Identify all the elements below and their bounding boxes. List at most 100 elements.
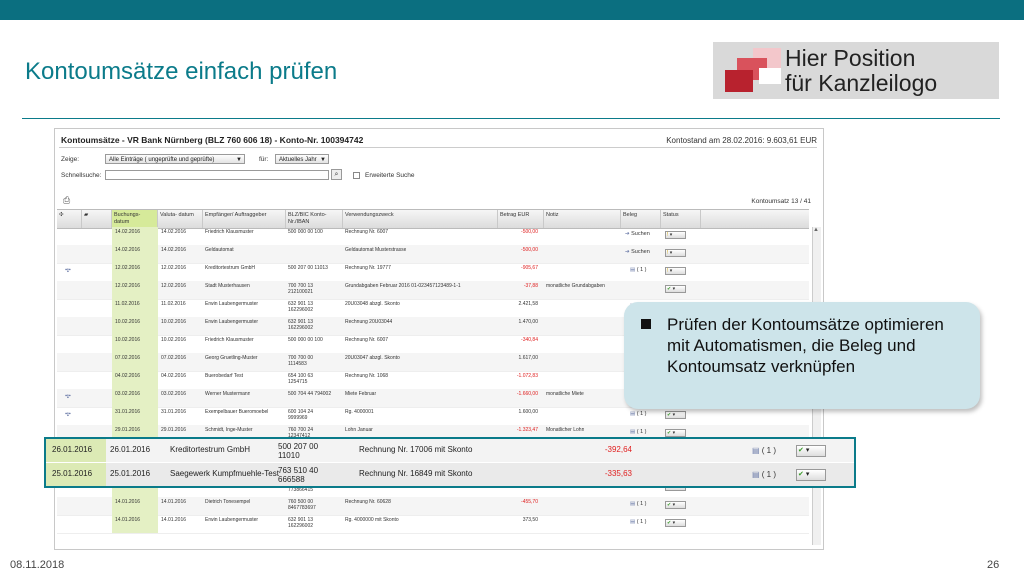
empfaenger: Schmidt, Inge-Muster bbox=[205, 427, 253, 433]
table-row[interactable]: 14.01.2016 14.01.2016 Dietrich Tonesempel 7… bbox=[57, 497, 809, 516]
betrag: 2.421,58 bbox=[518, 301, 538, 307]
blz-konto: 763 510 40 666588 bbox=[278, 466, 319, 484]
status-dropdown[interactable]: ✔ ▾ bbox=[665, 285, 686, 293]
zeige-select[interactable]: Alle Einträge ( ungeprüfte und geprüfte)… bbox=[105, 154, 245, 164]
page-number: 26 bbox=[987, 559, 1000, 571]
zeige-value: Alle Einträge ( ungeprüfte und geprüfte) bbox=[109, 157, 215, 163]
status-dropdown[interactable]: ✔ ▾ bbox=[665, 501, 686, 509]
beleg-link[interactable]: ▤ ( 1 ) bbox=[630, 519, 647, 525]
highlighted-row[interactable]: 26.01.2016 26.01.2016 Kreditortestrum Gm… bbox=[46, 439, 854, 462]
beleg-link[interactable]: ▤ ( 1 ) bbox=[752, 470, 776, 479]
check-icon: ✔ bbox=[667, 286, 672, 292]
col-notiz[interactable]: Notiz bbox=[544, 210, 621, 228]
status-dropdown[interactable]: ! ▾ bbox=[665, 249, 686, 257]
chevron-down-icon: ▼ bbox=[236, 157, 242, 163]
beleg-link[interactable]: ▤ ( 1 ) bbox=[630, 411, 647, 417]
chevron-down-icon: ▾ bbox=[805, 471, 810, 478]
document-icon: ▤ bbox=[630, 519, 637, 525]
beleg-search-link[interactable]: ➔ Suchen bbox=[625, 231, 650, 237]
empfaenger: Kreditortestrum GmbH bbox=[170, 445, 251, 454]
table-row[interactable]: 07.02.2016 07.02.2016 Georg Gruetling-Must… bbox=[57, 353, 809, 372]
blz-konto: 760 700 24 12347412 bbox=[288, 427, 314, 439]
col-filter-icon[interactable]: ✣ bbox=[57, 210, 82, 228]
beleg-link[interactable]: ▤ ( 1 ) bbox=[630, 267, 647, 273]
col-beleg[interactable]: Beleg bbox=[621, 210, 661, 228]
table-row[interactable]: 14.01.2016 14.01.2016 Erwin Laubengermuste… bbox=[57, 515, 809, 534]
document-icon: ▤ bbox=[752, 470, 760, 479]
chevron-down-icon: ▾ bbox=[671, 412, 676, 418]
search-button[interactable]: ⌕ bbox=[331, 169, 342, 180]
col-buchungsdatum[interactable]: Buchungs- datum bbox=[112, 210, 158, 228]
status-dropdown[interactable]: ✔ ▾ bbox=[665, 519, 686, 527]
beleg-search-link[interactable]: ➔ Suchen bbox=[625, 249, 650, 255]
document-icon: ▤ bbox=[630, 501, 637, 507]
col-betrag[interactable]: Betrag EUR bbox=[498, 210, 544, 228]
col-zweck[interactable]: Verwendungszweck bbox=[343, 210, 498, 228]
buchungsdatum-cell-bg bbox=[112, 353, 158, 371]
beleg-link[interactable]: ▤ ( 1 ) bbox=[630, 429, 647, 435]
table-row[interactable]: ✣ 31.01.2016 31.01.2016 Exempelbauer Buerom… bbox=[57, 407, 809, 426]
status-dropdown[interactable]: ✔ ▾ bbox=[665, 429, 686, 437]
betrag: -340,84 bbox=[521, 337, 538, 343]
buchungsdatum: 26.01.2016 bbox=[52, 445, 93, 454]
col-status[interactable]: Status bbox=[661, 210, 701, 228]
table-row[interactable]: 14.02.2016 14.02.2016 Geldautomat Geldautom… bbox=[57, 245, 809, 264]
status-dropdown[interactable]: ! ▾ bbox=[665, 231, 686, 239]
betrag: 373,50 bbox=[522, 517, 538, 523]
split-icon[interactable]: ✣ bbox=[65, 412, 71, 418]
empfaenger: Dietrich Tonesempel bbox=[205, 499, 251, 505]
entry-counter: Kontoumsatz 13 / 41 bbox=[751, 198, 811, 205]
buchungsdatum: 11.02.2016 bbox=[115, 301, 140, 307]
header-divider bbox=[59, 147, 817, 148]
buchungsdatum: 29.01.2016 bbox=[115, 427, 141, 433]
buchungsdatum-cell-bg bbox=[112, 335, 158, 353]
empfaenger: Buerobedarf Test bbox=[205, 373, 243, 379]
status-dropdown[interactable]: ✔ ▾ bbox=[796, 445, 826, 457]
empfaenger: Werner Mustermann bbox=[205, 391, 251, 397]
table-row[interactable]: 14.02.2016 14.02.2016 Friedrich Klausmuste… bbox=[57, 227, 809, 246]
table-row[interactable]: ✣ 03.02.2016 03.02.2016 Werner Mustermann 50… bbox=[57, 389, 809, 408]
scroll-up-icon[interactable]: ▲ bbox=[813, 227, 819, 233]
valutadatum: 10.02.2016 bbox=[161, 319, 187, 325]
empfaenger: Geldautomat bbox=[205, 247, 234, 253]
split-icon[interactable]: ✣ bbox=[65, 268, 71, 274]
blz-konto: 632 901 13 162296002 bbox=[288, 319, 314, 331]
buchungsdatum-cell-bg bbox=[112, 299, 158, 317]
schnellsuche-input[interactable] bbox=[105, 170, 329, 180]
valutadatum: 10.02.2016 bbox=[161, 337, 187, 343]
verwendungszweck: Rg. 4000001 bbox=[345, 409, 374, 415]
table-row[interactable]: 10.02.2016 10.02.2016 Erwin Laubengermuste… bbox=[57, 317, 809, 336]
fuer-value: Aktuelles Jahr bbox=[279, 157, 317, 163]
schnellsuche-label: Schnellsuche: bbox=[61, 172, 102, 179]
beleg-text: ( 1 ) bbox=[636, 501, 647, 507]
table-row[interactable]: 12.02.2016 12.02.2016 Stadt Musterhausen 70… bbox=[57, 281, 809, 300]
verwendungszweck: Lohn Januar bbox=[345, 427, 373, 433]
status-dropdown[interactable]: ✔ ▾ bbox=[665, 411, 686, 419]
blz-konto: 500 704 44 794002 bbox=[288, 391, 332, 397]
status-dropdown[interactable]: ✔ ▾ bbox=[796, 469, 826, 481]
slide-title: Kontoumsätze einfach prüfen bbox=[25, 58, 338, 85]
blz-konto: 500 207 00 11013 bbox=[288, 265, 328, 271]
empfaenger: Georg Gruetling-Muster bbox=[205, 355, 258, 361]
erweiterte-suche-checkbox[interactable] bbox=[353, 172, 360, 179]
buchungsdatum: 25.01.2016 bbox=[52, 469, 93, 478]
print-icon[interactable]: ⎙ bbox=[63, 195, 71, 205]
table-row[interactable]: ✣ 12.02.2016 12.02.2016 Kreditortestrum Gmb… bbox=[57, 263, 809, 282]
check-icon: ✔ bbox=[798, 471, 804, 478]
status-dropdown[interactable]: ! ▾ bbox=[665, 267, 686, 275]
beleg-link[interactable]: ▤ ( 1 ) bbox=[630, 501, 647, 507]
highlighted-row[interactable]: 25.01.2016 25.01.2016 Saegewerk Kumpfmue… bbox=[46, 463, 854, 486]
verwendungszweck: Rechnung Nr. 1068 bbox=[345, 373, 389, 379]
footer-date: 08.11.2018 bbox=[10, 559, 65, 571]
fuer-select[interactable]: Aktuelles Jahr ▼ bbox=[275, 154, 329, 164]
document-icon: ▤ bbox=[630, 429, 637, 435]
col-valutadatum[interactable]: Valuta- datum bbox=[158, 210, 203, 228]
blz-konto: 700 700 13 212100021 bbox=[288, 283, 314, 295]
col-folder-icon[interactable]: ▰ bbox=[82, 210, 112, 228]
empfaenger: Saegewerk Kumpfmuehle-Test bbox=[170, 469, 279, 478]
split-icon[interactable]: ✣ bbox=[65, 394, 71, 400]
col-blz[interactable]: BLZ/BIC Konto-Nr./IBAN bbox=[286, 210, 343, 228]
col-empfaenger[interactable]: Empfänger/ Auftraggeber bbox=[203, 210, 286, 228]
beleg-link[interactable]: ▤ ( 1 ) bbox=[752, 446, 776, 455]
valutadatum: 14.01.2016 bbox=[161, 499, 187, 505]
